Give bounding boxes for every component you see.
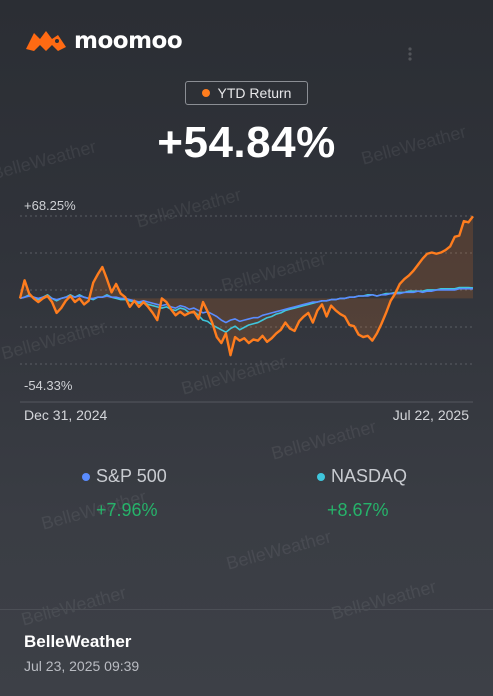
bull-icon (26, 31, 66, 51)
footer-timestamp: Jul 23, 2025 09:39 (24, 658, 140, 674)
x-axis-start-label: Dec 31, 2024 (24, 407, 108, 423)
legend-sp500-label: S&P 500 (96, 466, 167, 486)
ytd-return-value: +54.84% (157, 118, 336, 167)
watermark-text: BelleWeather (19, 582, 129, 630)
legend-sp500: S&P 500 (82, 466, 167, 487)
watermark-text: BelleWeather (269, 416, 379, 464)
portfolio-area (20, 216, 473, 356)
x-axis-end-label: Jul 22, 2025 (392, 407, 469, 423)
brand-name: moomoo (74, 28, 183, 54)
watermark-text: BelleWeather (329, 576, 439, 624)
legend-nasdaq-label: NASDAQ (331, 466, 408, 486)
y-axis-top-label: +68.25% (24, 198, 76, 213)
legend-nasdaq: NASDAQ (317, 466, 407, 487)
legend-sp500-value: +7.96% (96, 500, 158, 520)
ytd-label: YTD Return (217, 85, 292, 101)
ytd-dot-icon (201, 89, 210, 97)
footer-username: BelleWeather (24, 632, 132, 651)
sp500-dot-icon (82, 472, 90, 481)
sp500-line (19, 287, 474, 324)
return-chart (18, 215, 474, 403)
portfolio-line (18, 215, 474, 357)
moomoo-logo: moomoo (24, 26, 183, 56)
ytd-return-pill[interactable]: YTD Return (185, 81, 308, 105)
legend-nasdaq-value: +8.67% (327, 500, 389, 520)
nasdaq-dot-icon (317, 472, 325, 481)
more-icon[interactable] (404, 46, 416, 62)
y-axis-bottom-label: -54.33% (24, 378, 73, 393)
footer-divider (0, 609, 493, 610)
watermark-text: BelleWeather (224, 526, 334, 574)
